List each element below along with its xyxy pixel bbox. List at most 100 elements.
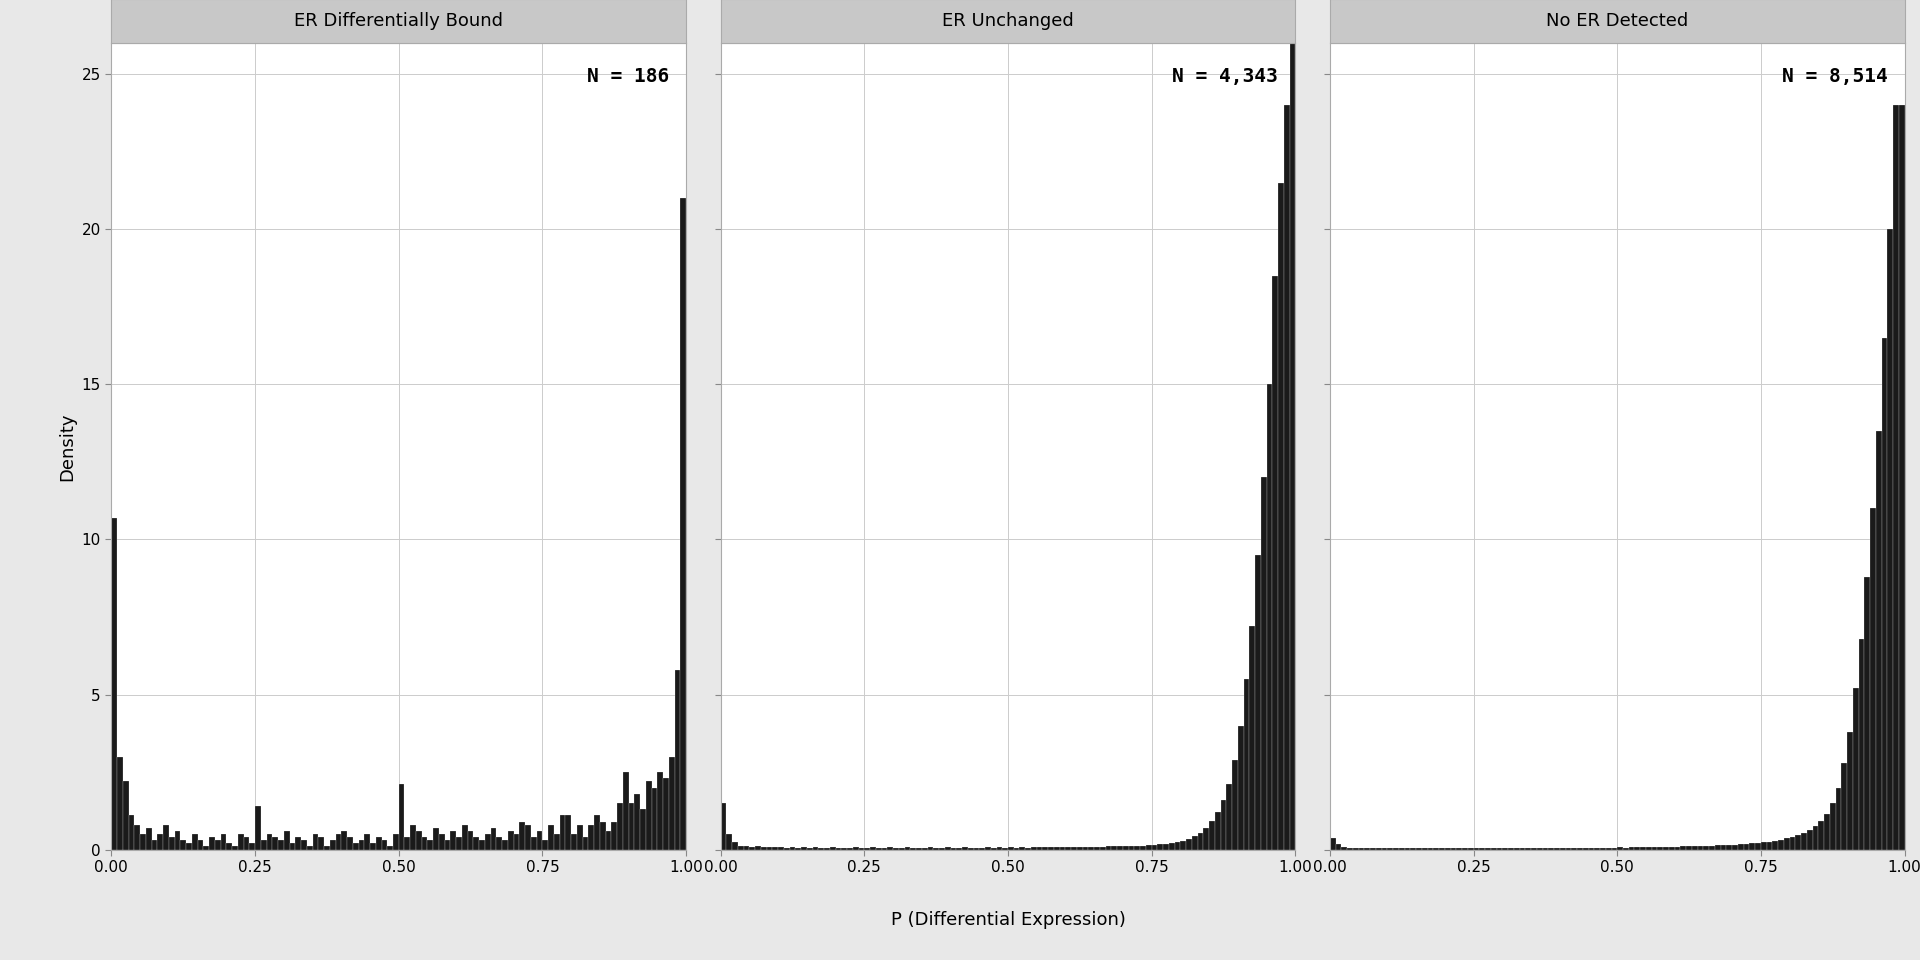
Bar [801, 847, 806, 850]
Bar [1490, 849, 1496, 850]
Bar [876, 848, 881, 850]
Bar [422, 837, 428, 850]
Bar [376, 837, 382, 850]
Bar [1807, 830, 1812, 850]
Bar [192, 834, 198, 850]
Bar [186, 844, 192, 850]
Bar [749, 847, 755, 850]
Bar [134, 825, 140, 850]
Bar [806, 848, 812, 850]
Bar [893, 848, 899, 850]
Bar [111, 0, 685, 43]
Bar [1588, 848, 1594, 850]
Bar [1215, 812, 1221, 850]
Bar [1548, 849, 1553, 850]
Bar [1496, 848, 1501, 850]
Bar [1634, 848, 1640, 850]
Bar [1778, 840, 1784, 850]
Bar [870, 848, 876, 850]
Bar [543, 840, 549, 850]
Bar [616, 804, 622, 850]
Bar [1899, 106, 1905, 850]
Bar [227, 844, 232, 850]
Bar [1640, 848, 1645, 850]
Bar [1025, 848, 1031, 850]
Bar [1645, 847, 1651, 850]
Bar [1238, 726, 1244, 850]
Text: N = 186: N = 186 [588, 67, 668, 86]
Bar [215, 840, 221, 850]
Bar [1697, 846, 1703, 850]
Bar [474, 837, 480, 850]
Bar [1054, 848, 1060, 850]
Bar [296, 837, 301, 850]
Bar [509, 831, 515, 850]
Bar [996, 848, 1002, 850]
Bar [1461, 849, 1467, 850]
Bar [962, 848, 968, 850]
Bar [1210, 821, 1215, 850]
Bar [1674, 847, 1680, 850]
Bar [451, 831, 457, 850]
Bar [991, 848, 996, 850]
Bar [1250, 626, 1256, 850]
Bar [1204, 828, 1210, 850]
Bar [492, 828, 497, 850]
Bar [1605, 848, 1611, 850]
Bar [570, 834, 576, 850]
Bar [593, 815, 599, 850]
Bar [278, 840, 284, 850]
Bar [956, 848, 962, 850]
Bar [497, 837, 503, 850]
Bar [1365, 848, 1371, 850]
Bar [1123, 846, 1129, 850]
Bar [1484, 849, 1490, 850]
Bar [950, 848, 956, 850]
Bar [1611, 848, 1617, 850]
Bar [1290, 28, 1296, 850]
Bar [1089, 847, 1094, 850]
Bar [405, 837, 411, 850]
Bar [417, 831, 422, 850]
Bar [622, 772, 628, 850]
Bar [1405, 848, 1411, 850]
Bar [864, 848, 870, 850]
Bar [1743, 844, 1749, 850]
Text: N = 8,514: N = 8,514 [1782, 67, 1887, 86]
Bar [515, 834, 520, 850]
Bar [1628, 848, 1634, 850]
Bar [1434, 849, 1440, 850]
Text: No ER Detected: No ER Detected [1546, 12, 1688, 30]
Bar [1043, 848, 1048, 850]
Bar [1135, 846, 1140, 850]
Bar [732, 842, 737, 850]
Bar [1715, 845, 1720, 850]
Bar [1071, 848, 1077, 850]
Bar [1284, 106, 1290, 850]
Bar [1129, 846, 1135, 850]
Bar [146, 828, 152, 850]
Bar [1417, 849, 1423, 850]
Bar [812, 848, 818, 850]
Bar [1037, 847, 1043, 850]
Bar [743, 847, 749, 850]
Bar [922, 848, 927, 850]
Bar [468, 831, 474, 850]
Bar [520, 822, 526, 850]
Bar [463, 825, 468, 850]
Bar [778, 847, 783, 850]
Bar [611, 822, 616, 850]
Bar [129, 815, 134, 850]
Bar [1452, 848, 1455, 850]
Bar [336, 834, 342, 850]
Bar [651, 787, 657, 850]
Bar [1847, 732, 1853, 850]
Bar [255, 806, 261, 850]
Bar [645, 781, 651, 850]
Bar [726, 834, 732, 850]
Text: ER Differentially Bound: ER Differentially Bound [294, 12, 503, 30]
Bar [1576, 848, 1582, 850]
Bar [1100, 847, 1106, 850]
Bar [634, 794, 639, 850]
Bar [1553, 848, 1559, 850]
